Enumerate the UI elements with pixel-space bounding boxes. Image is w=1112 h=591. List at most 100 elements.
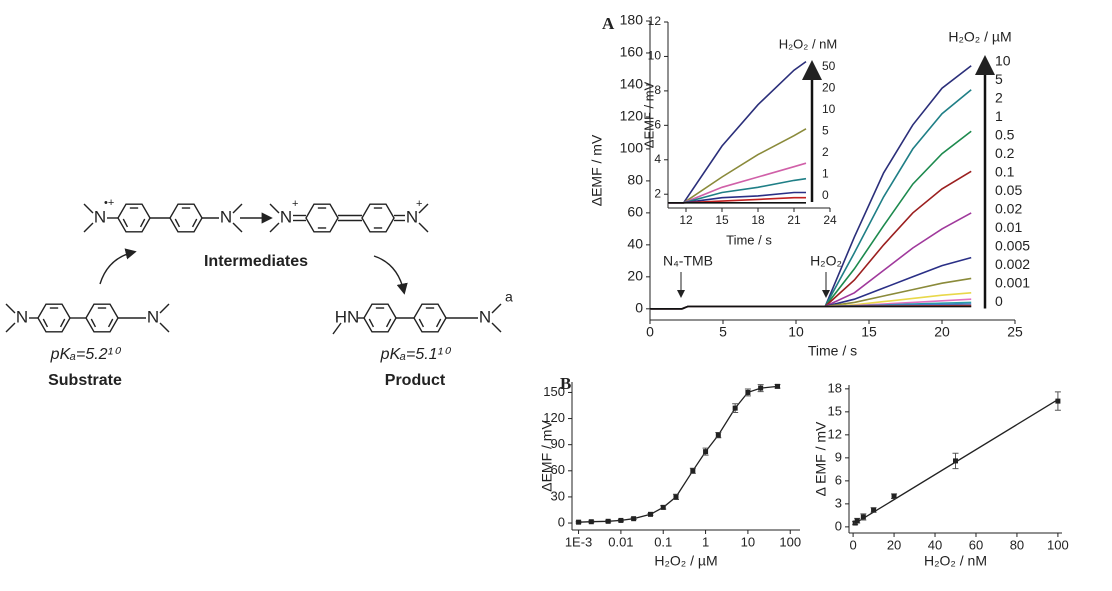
atom: N [147, 307, 159, 326]
point [871, 507, 877, 513]
charge: •+ [104, 197, 114, 209]
bond [139, 218, 146, 228]
bond [385, 318, 392, 328]
y-axis-label: ΔEMF / mV [641, 81, 656, 148]
x-tick-label: 0.01 [608, 534, 633, 549]
y-tick-label: 2 [654, 186, 661, 200]
panel-label: B [560, 374, 571, 393]
bond [491, 303, 502, 314]
bond [90, 318, 97, 328]
x-tick-label: 80 [1010, 537, 1024, 552]
point [631, 516, 637, 522]
bond [122, 218, 129, 228]
y-tick-label: 120 [543, 410, 565, 425]
bond [174, 218, 181, 228]
y-tick-label: 3 [835, 495, 842, 510]
y-tick-label: 10 [648, 49, 662, 63]
point [703, 449, 709, 455]
y-tick-label: 12 [648, 14, 662, 28]
bond [232, 222, 243, 233]
legend-label: 0.01 [995, 219, 1022, 235]
product-label: Product [385, 372, 446, 389]
bond [5, 303, 16, 314]
bond [59, 318, 66, 328]
legend-label: 5 [822, 124, 829, 138]
series-line [650, 305, 972, 310]
y-tick-label: 60 [551, 462, 565, 477]
ring [361, 203, 395, 233]
y-tick-label: 30 [551, 488, 565, 503]
legend-label: 2 [995, 90, 1003, 106]
atom: N [94, 207, 106, 226]
arrow [373, 255, 408, 295]
legend-label: 0.2 [995, 145, 1015, 161]
x-tick-label: 12 [679, 213, 693, 227]
bond [418, 222, 429, 233]
point [891, 493, 897, 499]
x-tick-label: 100 [1047, 537, 1069, 552]
chart: 0 20 40 60 80 100 0 3 6 9 12 15 18 H₂O₂ / nM Δ EMF / m… [813, 380, 1069, 568]
pka: pKₐ=5.2¹⁰ [50, 346, 122, 363]
y-tick-label: 0 [635, 300, 643, 316]
point [732, 405, 738, 411]
x-tick-label: 20 [887, 537, 901, 552]
y-tick-label: 100 [620, 140, 644, 156]
bond [5, 322, 16, 333]
panel-label: A [602, 14, 615, 33]
y-tick-label: 15 [828, 403, 842, 418]
charge: + [416, 198, 422, 210]
x-axis-label: Time / s [808, 343, 857, 359]
y-tick-label: 40 [627, 236, 643, 252]
legend-label: 0.05 [995, 182, 1022, 198]
annotation: H₂O₂ [810, 253, 842, 269]
bond [232, 203, 243, 214]
bond [269, 203, 280, 214]
point [588, 519, 594, 525]
x-tick-label: 0 [849, 537, 856, 552]
legend-label: 20 [822, 81, 836, 95]
y-tick-label: 4 [654, 152, 661, 166]
bond [159, 303, 170, 314]
point [860, 514, 866, 520]
point [576, 519, 582, 525]
atom: N [280, 207, 292, 226]
y-tick-label: 60 [627, 204, 643, 220]
x-tick-label: 25 [1007, 324, 1023, 340]
bond [191, 218, 198, 228]
point [758, 385, 764, 391]
y-tick-label: 8 [654, 83, 661, 97]
point [715, 432, 721, 438]
x-tick-label: 21 [787, 213, 801, 227]
y-tick-label: 0 [835, 518, 842, 533]
legend-label: 0 [995, 293, 1003, 309]
x-tick-label: 60 [969, 537, 983, 552]
x-tick-label: 1 [702, 534, 709, 549]
bond [269, 222, 280, 233]
bond [435, 318, 442, 328]
legend-label: 5 [995, 71, 1003, 87]
legend-label: 50 [822, 59, 836, 73]
x-tick-label: 10 [741, 534, 755, 549]
footnote: a [505, 289, 513, 305]
x-axis-label: H₂O₂ / nM [924, 553, 987, 569]
y-tick-label: 90 [551, 436, 565, 451]
legend-label: 2 [822, 145, 829, 159]
point [690, 468, 696, 474]
atom: HN [335, 307, 360, 326]
x-tick-label: 20 [934, 324, 950, 340]
legend-label: 0.001 [995, 275, 1030, 291]
point [673, 494, 679, 500]
y-tick-label: 6 [654, 118, 661, 132]
legend-label: 1 [995, 108, 1003, 124]
y-axis-label: ΔEMF / mV [589, 134, 605, 206]
point [660, 504, 666, 510]
x-tick-label: 1E-3 [565, 534, 592, 549]
arrow [99, 248, 137, 285]
x-tick-label: 100 [779, 534, 801, 549]
y-tick-label: 18 [828, 380, 842, 395]
y-tick-label: 140 [620, 76, 644, 92]
y-tick-label: 20 [627, 268, 643, 284]
